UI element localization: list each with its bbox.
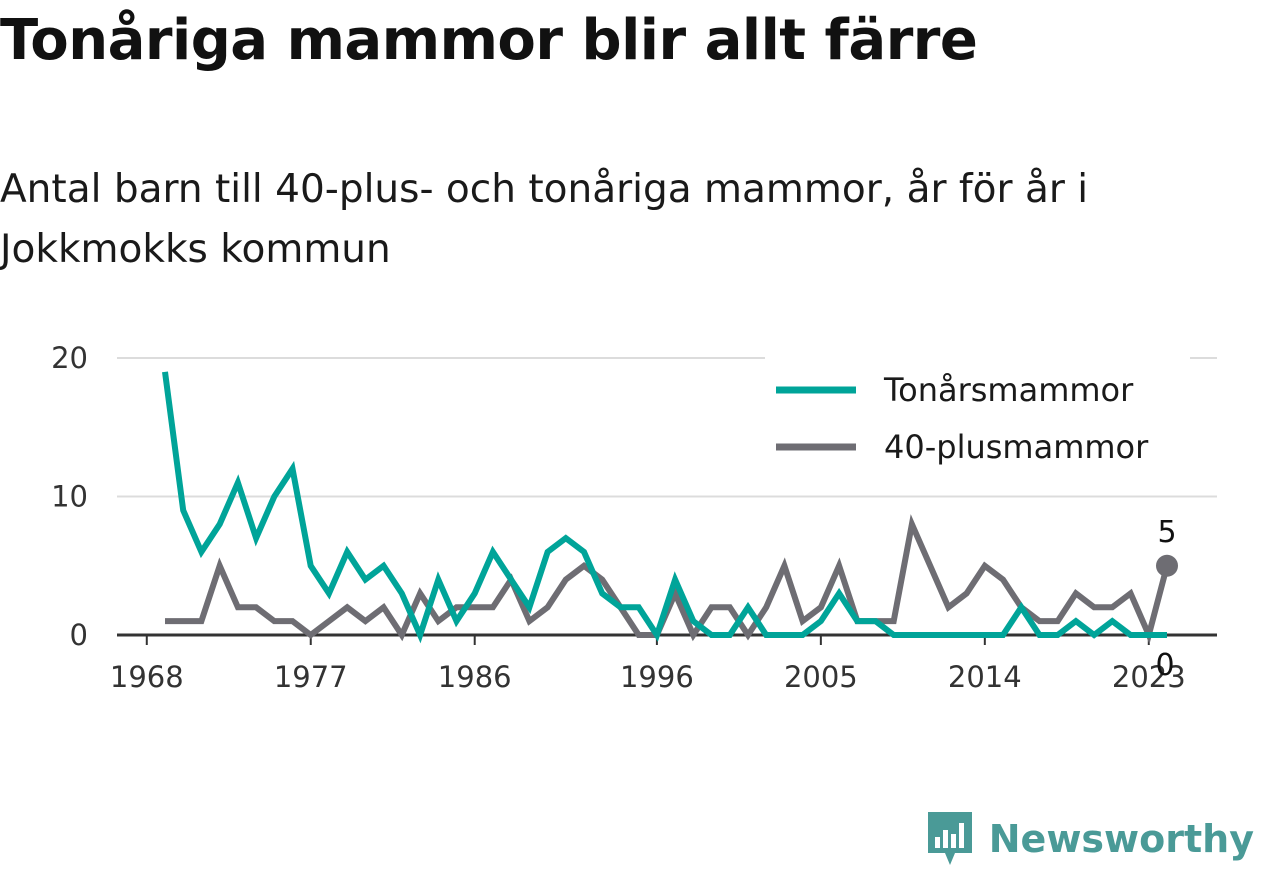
- line-chart: 0 10 20 1968 1977 1986 1996 2005 2014 2023 Tonår…: [51, 341, 1217, 694]
- y-tick-label: 0: [70, 618, 88, 652]
- end-label-forty-plus: 5: [1157, 515, 1176, 550]
- legend-label-teen: Tonårsmammor: [883, 371, 1134, 409]
- end-label-teen: 0: [1155, 648, 1174, 683]
- x-tick-label: 1996: [620, 660, 694, 694]
- brand-logo: Newsworthy: [925, 809, 1254, 869]
- x-tick-label: 2023: [1112, 660, 1186, 694]
- y-tick-label: 10: [51, 480, 88, 514]
- x-tick-label: 2014: [948, 660, 1022, 694]
- x-axis-ticks: 1968 1977 1986 1996 2005 2014 2023: [110, 635, 1186, 694]
- x-tick-label: 1986: [438, 660, 512, 694]
- chart-subtitle: Antal barn till 40-plus- och tonåriga ma…: [0, 167, 1089, 272]
- end-point-marker: [1156, 554, 1178, 577]
- legend-label-forty-plus: 40-plusmammor: [884, 428, 1149, 466]
- y-tick-label: 20: [51, 341, 88, 375]
- series-lines: [162, 371, 1170, 645]
- end-labels: 5 0: [1155, 515, 1178, 683]
- chart-title: Tonåriga mammor blir allt färre: [0, 8, 978, 73]
- legend: Tonårsmammor 40-plusmammor: [765, 354, 1190, 494]
- brand-name: Newsworthy: [988, 817, 1254, 861]
- y-axis-ticks: 0 10 20: [51, 341, 88, 652]
- x-tick-label: 1968: [110, 660, 184, 694]
- x-tick-label: 1977: [274, 660, 348, 694]
- x-tick-label: 2005: [784, 660, 858, 694]
- series-line-teen: [162, 371, 1167, 644]
- newsworthy-logo-icon: [927, 812, 972, 865]
- legend-background: [765, 354, 1190, 494]
